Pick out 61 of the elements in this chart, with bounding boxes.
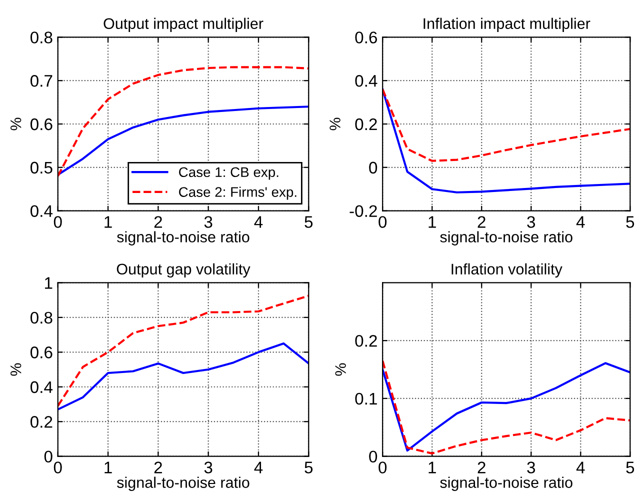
x-tick-label: 4 [576,216,585,228]
x-tick-label: 5 [304,216,313,228]
y-axis-title: % [10,363,22,376]
x-tick-label: 2 [154,462,162,474]
x-tick-label: 2 [478,462,486,474]
line-series [382,88,630,194]
chart-title: Inflation volatility [452,263,562,278]
x-tick-label: 3 [204,216,212,228]
line-series [58,342,309,410]
y-tick-label: 0.7 [30,75,52,87]
y-tick-label: 0.4 [355,75,378,87]
y-tick-label: 0.2 [355,118,377,130]
x-tick-label: 4 [254,216,263,228]
y-axis-title: % [10,118,22,130]
y-tick-label: 0.6 [30,118,52,130]
y-tick-label: 0.4 [30,205,53,218]
x-tick-label: 2 [154,216,162,228]
line-series [382,88,630,162]
x-tick-label: 3 [527,462,536,474]
legend-label: Case 1: CB exp. [179,167,278,180]
x-tick-label: 1 [428,462,436,474]
x-tick-label: 1 [428,216,436,228]
x-tick-label: 4 [576,462,585,474]
x-tick-label: 2 [478,216,486,228]
y-tick-label: -0.2 [350,205,377,218]
y-tick-label: 1 [45,277,52,289]
legend-label: Case 2: Firms' exp. [179,186,296,200]
x-tick-label: 0 [378,216,387,228]
y-axis-title: % [335,363,346,376]
x-tick-label: 1 [104,216,112,228]
y-tick-label: 0.6 [30,346,52,358]
y-tick-label: 0.2 [30,416,52,428]
chart-title: Output impact multiplier [104,18,264,32]
y-tick-label: 0 [369,450,378,463]
x-tick-label: 5 [626,216,634,228]
x-tick-label: 3 [527,216,536,228]
x-axis-title: signal-to-noise ratio [117,476,250,491]
x-tick-label: 5 [304,462,313,474]
y-tick-label: 0 [44,450,52,463]
x-tick-label: 0 [378,462,387,474]
x-axis-title: signal-to-noise ratio [117,231,250,246]
y-tick-label: 0.1 [355,392,377,405]
line-series [58,294,309,408]
x-tick-label: 5 [626,462,634,474]
x-tick-label: 0 [54,462,62,474]
y-tick-label: 0.5 [30,162,52,174]
y-tick-label: 0.8 [30,32,52,44]
x-tick-label: 1 [104,462,112,474]
x-tick-label: 3 [204,462,212,474]
y-tick-label: 0.4 [30,381,53,394]
y-tick-label: 0.8 [30,312,52,324]
y-tick-label: 0.6 [355,32,377,44]
y-tick-label: 0 [369,162,378,174]
chart-title: Inflation impact multiplier [424,18,590,32]
x-tick-label: 4 [254,462,263,474]
x-tick-label: 0 [54,216,62,228]
x-axis-title: signal-to-noise ratio [440,476,572,491]
y-axis-title: % [330,118,340,130]
chart-title: Output gap volatility [116,263,250,278]
x-axis-title: signal-to-noise ratio [440,231,572,246]
y-tick-label: 0.2 [355,334,377,347]
